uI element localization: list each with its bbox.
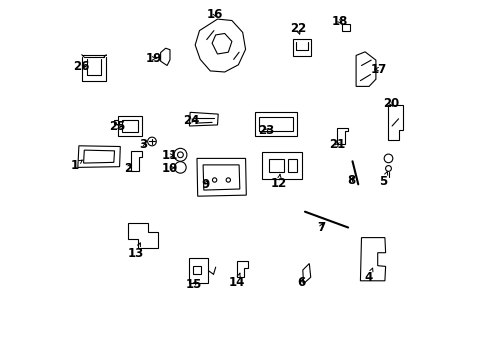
Text: 12: 12 [270, 174, 286, 190]
Text: 7: 7 [316, 221, 324, 234]
Polygon shape [160, 48, 170, 66]
Text: 26: 26 [73, 60, 90, 73]
Polygon shape [114, 120, 118, 124]
Bar [188, 258, 208, 283]
Polygon shape [302, 264, 310, 284]
Text: 21: 21 [328, 138, 345, 151]
Text: 1: 1 [70, 159, 82, 172]
Circle shape [225, 178, 230, 182]
Text: 24: 24 [183, 114, 199, 127]
Text: 5: 5 [379, 172, 387, 188]
Polygon shape [212, 33, 231, 54]
Polygon shape [122, 120, 138, 132]
Polygon shape [337, 128, 347, 144]
Text: 22: 22 [289, 22, 305, 35]
Polygon shape [355, 52, 375, 86]
Polygon shape [203, 165, 239, 190]
Text: 2: 2 [123, 162, 132, 175]
Polygon shape [131, 151, 142, 171]
Circle shape [147, 137, 156, 146]
Circle shape [174, 162, 186, 173]
Text: 3: 3 [140, 138, 147, 150]
Polygon shape [268, 159, 284, 172]
Polygon shape [341, 24, 349, 31]
Text: 20: 20 [382, 97, 398, 110]
Text: 16: 16 [206, 8, 223, 21]
Polygon shape [387, 105, 402, 140]
Polygon shape [78, 146, 120, 167]
Text: 14: 14 [228, 273, 244, 289]
Polygon shape [189, 112, 218, 126]
Polygon shape [262, 152, 302, 179]
Polygon shape [197, 158, 246, 196]
Text: 18: 18 [331, 15, 347, 28]
Text: 19: 19 [145, 52, 162, 65]
Text: 4: 4 [364, 268, 372, 284]
Bar [192, 266, 200, 274]
Circle shape [177, 152, 183, 158]
Polygon shape [254, 112, 296, 136]
Circle shape [174, 148, 186, 161]
Polygon shape [195, 19, 245, 72]
Text: 8: 8 [346, 174, 354, 187]
Polygon shape [83, 150, 114, 163]
Polygon shape [127, 223, 158, 248]
Text: 23: 23 [258, 124, 274, 137]
Polygon shape [258, 117, 292, 131]
Polygon shape [237, 261, 247, 277]
Text: 13: 13 [127, 243, 143, 260]
Text: 11: 11 [162, 149, 178, 162]
Polygon shape [287, 159, 297, 172]
Polygon shape [118, 116, 142, 136]
Text: 6: 6 [297, 276, 305, 289]
Text: 17: 17 [369, 63, 386, 76]
Text: 9: 9 [201, 178, 209, 191]
Circle shape [212, 178, 216, 182]
Circle shape [384, 154, 392, 163]
Circle shape [385, 166, 390, 171]
Bar [293, 39, 310, 56]
Text: 10: 10 [162, 162, 178, 175]
Polygon shape [360, 238, 385, 281]
Text: 15: 15 [185, 278, 202, 291]
Text: 25: 25 [109, 120, 126, 133]
